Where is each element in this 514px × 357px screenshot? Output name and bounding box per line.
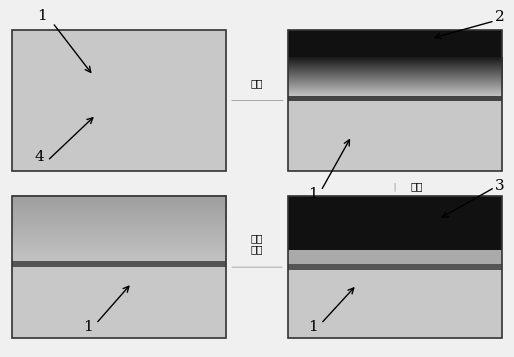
Bar bbox=[288, 196, 502, 250]
Bar bbox=[288, 30, 502, 57]
Bar bbox=[12, 261, 226, 267]
Text: 3: 3 bbox=[495, 178, 505, 192]
Bar bbox=[12, 196, 226, 338]
Text: 去氧
化层: 去氧 化层 bbox=[251, 233, 263, 255]
Bar bbox=[288, 250, 502, 264]
Bar bbox=[288, 30, 502, 171]
Bar bbox=[12, 267, 226, 338]
Bar bbox=[288, 96, 502, 101]
Text: 2: 2 bbox=[495, 10, 505, 24]
Text: 1: 1 bbox=[308, 187, 318, 201]
Text: 4: 4 bbox=[35, 150, 45, 164]
Text: 氧化: 氧化 bbox=[410, 181, 423, 191]
Bar bbox=[288, 264, 502, 270]
Text: 1: 1 bbox=[38, 9, 47, 22]
Bar bbox=[288, 270, 502, 338]
Text: 扩散: 扩散 bbox=[251, 78, 263, 88]
Bar bbox=[288, 196, 502, 338]
Bar bbox=[12, 30, 226, 171]
Text: 1: 1 bbox=[308, 320, 318, 334]
Text: 1: 1 bbox=[83, 320, 93, 334]
Bar bbox=[288, 101, 502, 171]
